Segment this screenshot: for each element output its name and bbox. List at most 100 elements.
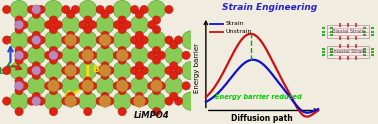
Text: Unstrain: Unstrain xyxy=(226,29,252,34)
Circle shape xyxy=(67,31,75,39)
Circle shape xyxy=(37,36,45,44)
Circle shape xyxy=(32,62,40,70)
Circle shape xyxy=(118,56,126,64)
Circle shape xyxy=(32,10,40,18)
Circle shape xyxy=(71,36,80,44)
Circle shape xyxy=(32,96,41,106)
Circle shape xyxy=(118,86,126,95)
Circle shape xyxy=(15,107,23,116)
Circle shape xyxy=(165,5,173,14)
Circle shape xyxy=(116,80,128,92)
Circle shape xyxy=(62,36,70,44)
Circle shape xyxy=(130,46,149,64)
Circle shape xyxy=(62,16,80,34)
Circle shape xyxy=(118,107,126,116)
Circle shape xyxy=(15,56,23,64)
Circle shape xyxy=(84,56,92,64)
Circle shape xyxy=(96,97,104,105)
Circle shape xyxy=(37,97,45,105)
Circle shape xyxy=(113,31,131,49)
Circle shape xyxy=(152,86,161,95)
FancyBboxPatch shape xyxy=(327,25,369,38)
Circle shape xyxy=(84,25,92,34)
Circle shape xyxy=(135,92,144,101)
Circle shape xyxy=(174,66,183,75)
Circle shape xyxy=(15,46,23,55)
Circle shape xyxy=(49,25,58,34)
Text: Uniaxial Strain: Uniaxial Strain xyxy=(330,49,366,54)
Circle shape xyxy=(182,31,200,49)
Circle shape xyxy=(99,34,111,46)
Circle shape xyxy=(118,16,126,24)
Circle shape xyxy=(113,0,131,19)
Circle shape xyxy=(15,16,23,24)
Circle shape xyxy=(105,97,114,105)
Circle shape xyxy=(130,97,139,105)
Circle shape xyxy=(182,51,190,60)
Circle shape xyxy=(71,97,80,105)
Circle shape xyxy=(67,71,75,80)
Circle shape xyxy=(49,56,58,64)
Circle shape xyxy=(118,46,126,55)
Circle shape xyxy=(3,97,11,105)
Circle shape xyxy=(54,21,62,29)
Circle shape xyxy=(118,77,126,85)
Circle shape xyxy=(27,66,36,75)
Circle shape xyxy=(130,77,149,95)
Text: Diffusion path: Diffusion path xyxy=(231,114,293,123)
Circle shape xyxy=(82,49,94,61)
Circle shape xyxy=(169,71,178,80)
Circle shape xyxy=(15,86,23,95)
Circle shape xyxy=(113,21,122,29)
Circle shape xyxy=(96,5,104,14)
Circle shape xyxy=(118,25,126,34)
Circle shape xyxy=(101,62,109,70)
Circle shape xyxy=(130,36,139,44)
Circle shape xyxy=(164,77,183,95)
Circle shape xyxy=(49,46,58,55)
Circle shape xyxy=(71,5,80,14)
Circle shape xyxy=(133,95,146,107)
Circle shape xyxy=(10,92,28,110)
Circle shape xyxy=(49,16,58,24)
Circle shape xyxy=(10,31,28,49)
Circle shape xyxy=(96,66,104,75)
Circle shape xyxy=(105,66,114,75)
Circle shape xyxy=(105,36,114,44)
Circle shape xyxy=(152,56,161,64)
Circle shape xyxy=(45,21,53,29)
Circle shape xyxy=(152,77,161,85)
Circle shape xyxy=(147,31,166,49)
Circle shape xyxy=(32,66,41,75)
Circle shape xyxy=(101,31,109,39)
Circle shape xyxy=(147,92,166,110)
Circle shape xyxy=(135,10,144,18)
Circle shape xyxy=(37,5,45,14)
Text: c: c xyxy=(6,34,11,43)
Circle shape xyxy=(157,82,166,90)
Circle shape xyxy=(152,25,161,34)
Circle shape xyxy=(54,51,62,60)
Circle shape xyxy=(113,82,122,90)
Circle shape xyxy=(174,36,183,44)
Circle shape xyxy=(32,71,40,80)
Circle shape xyxy=(10,61,28,80)
Text: B: B xyxy=(93,65,99,74)
Circle shape xyxy=(165,36,173,44)
Circle shape xyxy=(182,61,200,80)
Circle shape xyxy=(62,66,70,75)
Circle shape xyxy=(62,97,70,105)
Circle shape xyxy=(96,36,104,44)
Circle shape xyxy=(32,31,40,39)
Circle shape xyxy=(79,31,97,49)
Circle shape xyxy=(96,77,114,95)
Circle shape xyxy=(49,107,58,116)
Circle shape xyxy=(82,80,94,92)
Circle shape xyxy=(152,46,161,55)
Circle shape xyxy=(10,0,28,19)
Circle shape xyxy=(67,41,75,49)
Circle shape xyxy=(27,46,45,64)
Circle shape xyxy=(44,31,63,49)
Text: a: a xyxy=(28,66,33,75)
Circle shape xyxy=(27,5,36,14)
